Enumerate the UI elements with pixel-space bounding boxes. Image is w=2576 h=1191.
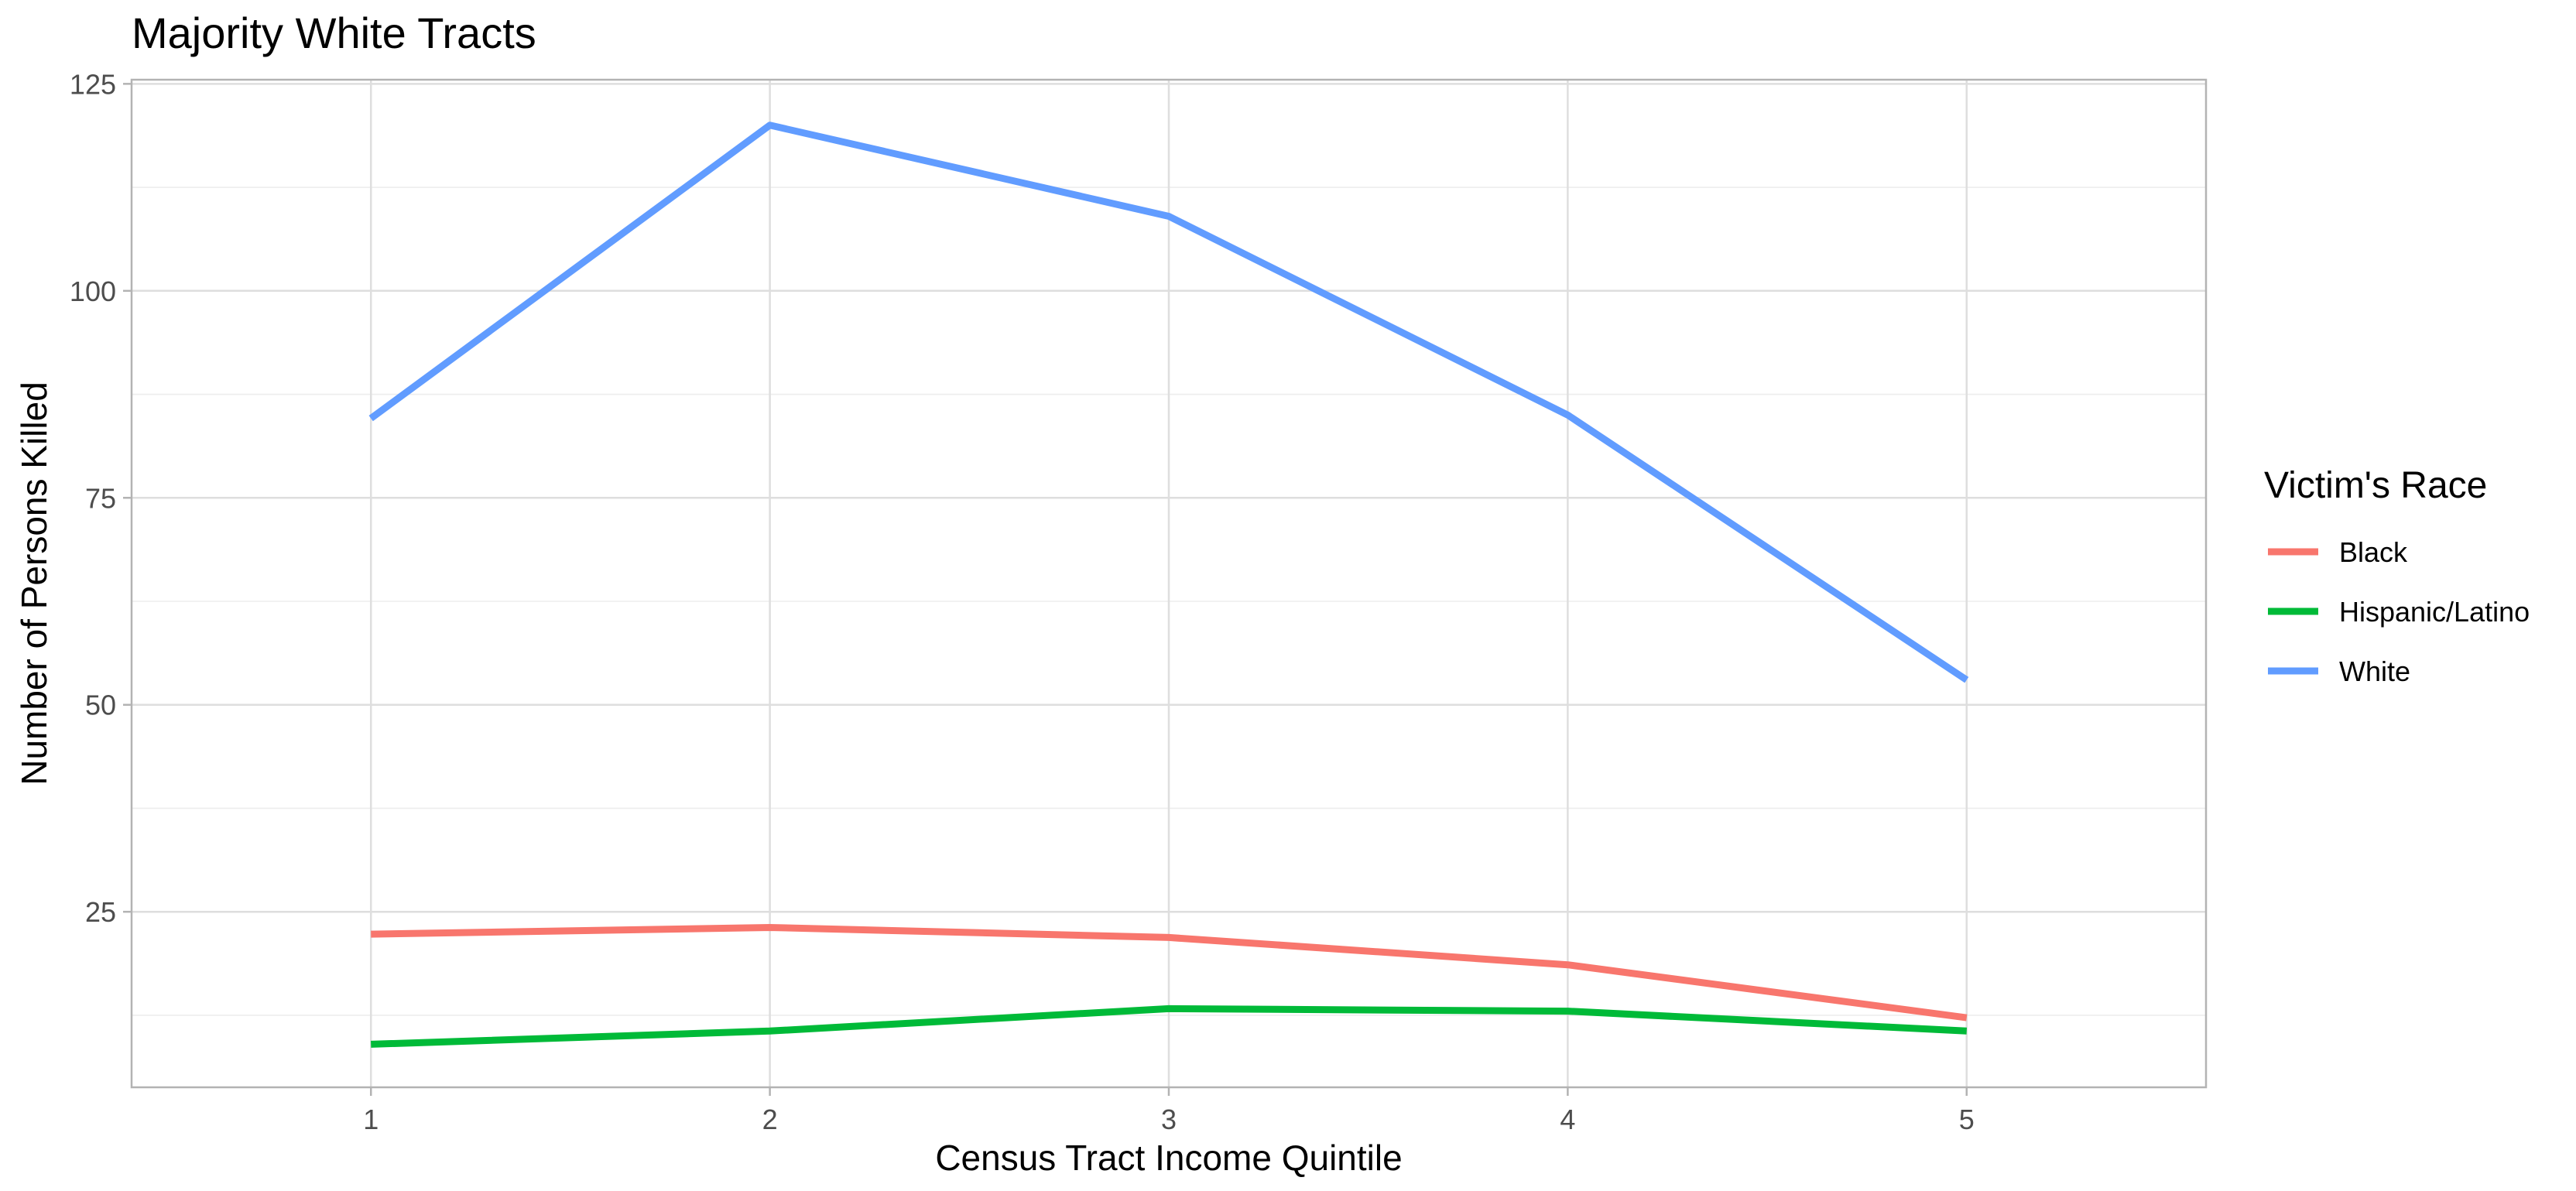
x-tick-label: 4 [1560,1104,1575,1135]
plot-panel [130,78,2208,1089]
series-line-black [371,924,1968,1022]
series-line-hispanic-latino [371,1004,1968,1048]
y-tick-label: 25 [85,896,116,928]
y-axis: 25 50 75 100 125 [70,68,132,928]
y-tick-label: 125 [70,68,116,100]
chart-title: Majority White Tracts [132,9,536,57]
legend: Victim's Race Black Hispanic/Latino White [2264,465,2530,687]
x-tick-label: 1 [363,1104,379,1135]
series-lines [368,121,1969,1048]
series-line-white [368,121,1969,683]
y-axis-title: Number of Persons Killed [14,382,54,785]
major-gridlines-x [369,80,1968,1087]
x-axis-title: Census Tract Income Quintile [935,1138,1402,1178]
legend-label: Black [2339,536,2408,568]
x-axis: 1 2 3 4 5 [363,1087,1975,1135]
x-tick-label: 5 [1959,1104,1975,1135]
legend-title: Victim's Race [2264,465,2487,506]
x-tick-label: 3 [1161,1104,1177,1135]
y-tick-label: 50 [85,690,116,721]
legend-items: Black Hispanic/Latino White [2268,536,2530,687]
y-tick-label: 75 [85,482,116,514]
legend-label: White [2339,655,2410,687]
y-tick-label: 100 [70,276,116,307]
legend-label: Hispanic/Latino [2339,596,2530,628]
x-tick-label: 2 [762,1104,778,1135]
